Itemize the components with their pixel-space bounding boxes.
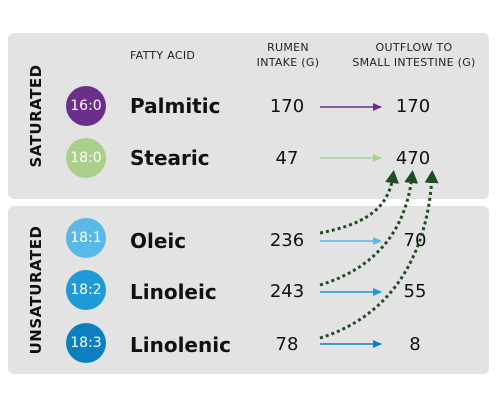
intake-header: RUMEN INTAKE (g): [238, 40, 338, 70]
intake-oleic: 236: [269, 230, 305, 251]
intake-header-line1: RUMEN: [267, 41, 309, 54]
name-linoleic: Linoleic: [130, 280, 217, 304]
badge-linolenic: 18:3: [66, 323, 106, 363]
outflow-linoleic: 55: [403, 281, 427, 302]
fatty-acid-header: FATTY ACID: [130, 48, 195, 63]
outflow-header-line1: OUTFLOW TO: [375, 41, 453, 54]
fatty-acid-header-text: FATTY ACID: [130, 49, 196, 62]
intake-header-line2: INTAKE (g): [256, 56, 320, 69]
hydrogenation-arrow-linoleic: [319, 170, 419, 287]
outflow-palmitic: 170: [395, 96, 431, 117]
hydrogenation-arrow-oleic: [319, 170, 399, 235]
outflow-header: OUTFLOW TO SMALL INTESTINE (g): [340, 40, 488, 70]
intake-linoleic: 243: [269, 281, 305, 302]
name-oleic: Oleic: [130, 229, 187, 253]
intake-stearic: 47: [275, 148, 299, 169]
name-stearic: Stearic: [130, 146, 210, 170]
badge-stearic: 18:0: [66, 138, 106, 178]
outflow-header-line2: SMALL INTESTINE (g): [352, 56, 476, 69]
hydrogenation-arrow-linolenic: [319, 170, 439, 340]
intake-palmitic: 170: [269, 96, 305, 117]
name-palmitic: Palmitic: [130, 94, 221, 118]
outflow-stearic: 470: [395, 148, 431, 169]
badge-palmitic: 16:0: [66, 86, 106, 126]
intake-linolenic: 78: [275, 334, 299, 355]
outflow-linolenic: 8: [409, 334, 421, 355]
name-linolenic: Linolenic: [130, 333, 231, 357]
badge-oleic: 18:1: [66, 218, 106, 258]
badge-linoleic: 18:2: [66, 270, 106, 310]
